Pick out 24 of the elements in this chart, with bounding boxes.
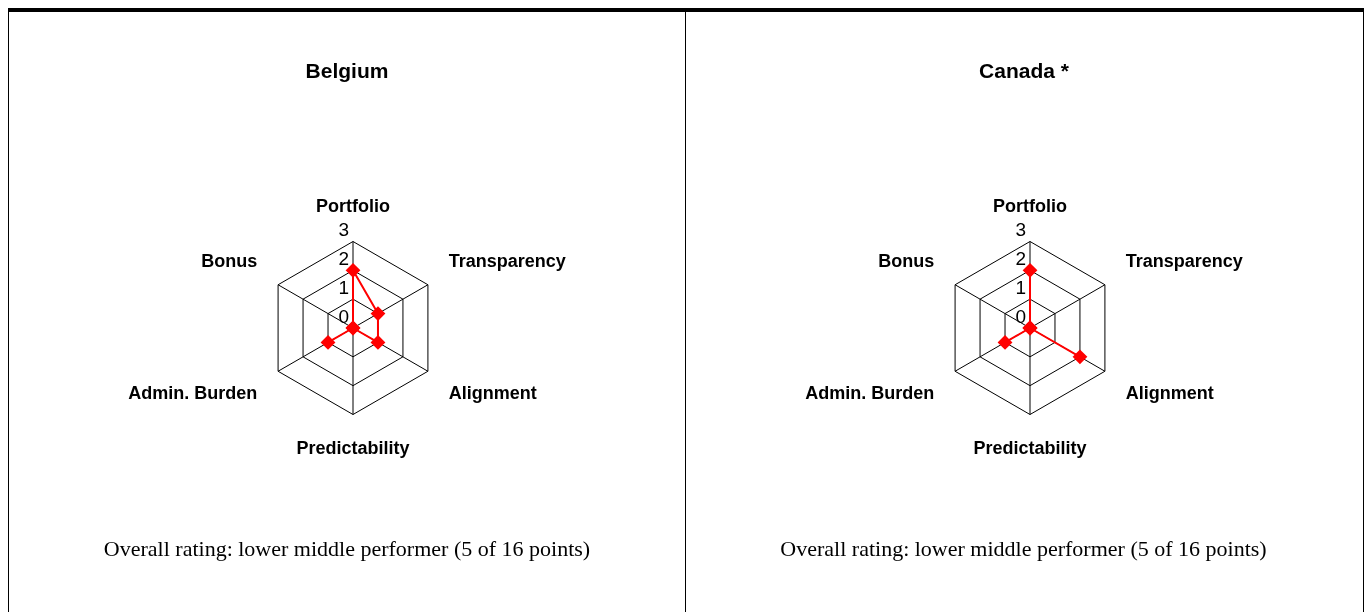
- spoke-label: Admin. Burden: [805, 383, 935, 404]
- y-tick-label: 0: [1015, 305, 1026, 327]
- y-tick-label: 3: [338, 219, 349, 241]
- spoke-label: Bonus: [201, 250, 258, 271]
- spoke-label: Admin. Burden: [128, 383, 258, 404]
- spoke-label: Transparency: [1125, 250, 1243, 271]
- chart-title: Belgium: [305, 59, 389, 83]
- chart-title: Canada *: [979, 59, 1070, 83]
- y-tick-label: 2: [1015, 248, 1026, 270]
- spoke-label: Transparency: [448, 250, 566, 271]
- spoke-label: Predictability: [296, 438, 410, 459]
- y-tick-label: 3: [1015, 219, 1026, 241]
- y-tick-label: 0: [338, 305, 349, 327]
- spoke-label: Alignment: [448, 383, 537, 404]
- text: Overall rating: lower middle performer (5 of 16 points): [779, 536, 1268, 562]
- y-tick-label: 1: [338, 276, 349, 298]
- spoke-label: Predictability: [973, 438, 1087, 459]
- spoke-label: Portfolio: [316, 195, 390, 216]
- y-tick-label: 2: [338, 248, 349, 270]
- y-tick-label: 1: [1015, 276, 1026, 298]
- spoke-label: Portfolio: [993, 195, 1067, 216]
- spoke-label: Alignment: [1125, 383, 1214, 404]
- spoke-label: Bonus: [878, 250, 935, 271]
- text: Overall rating: lower middle performer (5 of 16 points): [102, 536, 592, 562]
